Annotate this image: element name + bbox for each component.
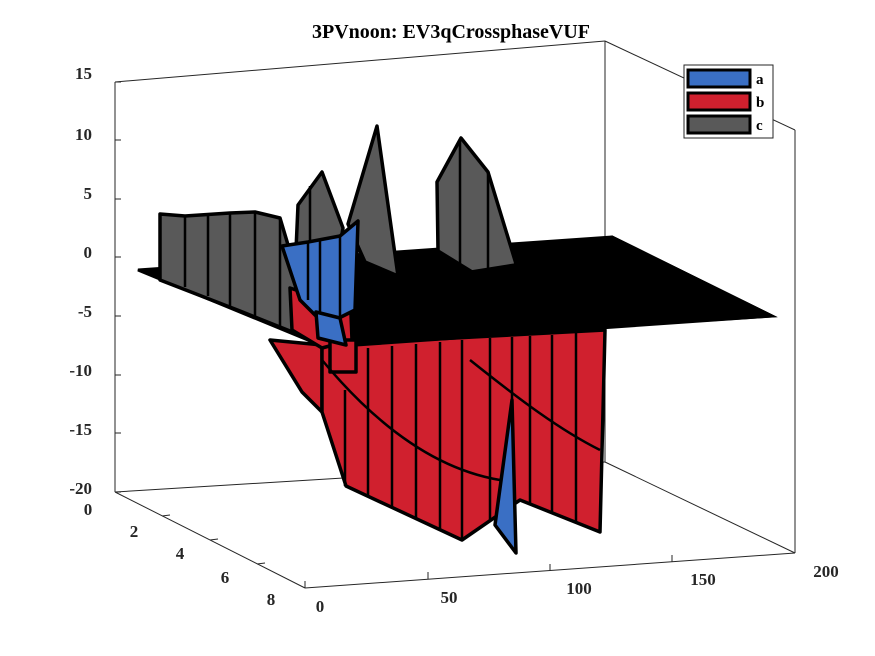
z-tick-label: -20 <box>69 479 92 498</box>
y-tick-label: 4 <box>176 544 185 563</box>
x-tick-label: 50 <box>441 588 458 607</box>
axis-ticks <box>115 81 673 588</box>
legend-label-b: b <box>756 95 764 111</box>
x-tick-label: 100 <box>566 579 592 598</box>
series-b-left-wedge <box>268 338 324 414</box>
z-tick-label: 10 <box>75 125 92 144</box>
x-tick-label: 0 <box>316 597 325 616</box>
z-tick-label: -15 <box>69 420 92 439</box>
series-a <box>280 219 518 555</box>
series-a-sliver <box>493 398 518 555</box>
z-tick-label: 0 <box>84 243 93 262</box>
legend: a b c <box>683 64 774 139</box>
x-axis-labels: 0 50 100 150 200 <box>316 562 839 616</box>
y-tick-label: 6 <box>221 568 230 587</box>
z-tick-label: 5 <box>84 184 93 203</box>
legend-label-a: a <box>756 72 764 88</box>
y-tick-label: 0 <box>84 500 93 519</box>
legend-swatch-a <box>686 68 752 89</box>
z-tick-label: 15 <box>75 64 92 83</box>
legend-swatch-c <box>686 114 752 135</box>
series-b-box <box>328 338 358 374</box>
z-tick-label: -10 <box>69 361 92 380</box>
y-tick-label: 8 <box>267 590 276 609</box>
legend-swatch-b <box>686 91 752 112</box>
z-tick-label: -5 <box>78 302 92 321</box>
z-axis-labels: 15 10 5 0 -5 -10 -15 -20 <box>69 64 92 498</box>
series-b-main <box>320 328 607 542</box>
legend-label-c: c <box>756 118 763 134</box>
flat-surface-front <box>354 235 778 347</box>
y-tick-label: 2 <box>130 522 139 541</box>
y-axis-labels: 0 2 4 6 8 <box>84 500 276 609</box>
series-a-lower <box>314 310 348 347</box>
x-tick-label: 150 <box>690 570 716 589</box>
x-tick-label: 200 <box>813 562 839 581</box>
chart-title: 3PVnoon: EV3qCrossphaseVUF <box>312 21 590 43</box>
series-c-peak-2 <box>346 124 400 278</box>
